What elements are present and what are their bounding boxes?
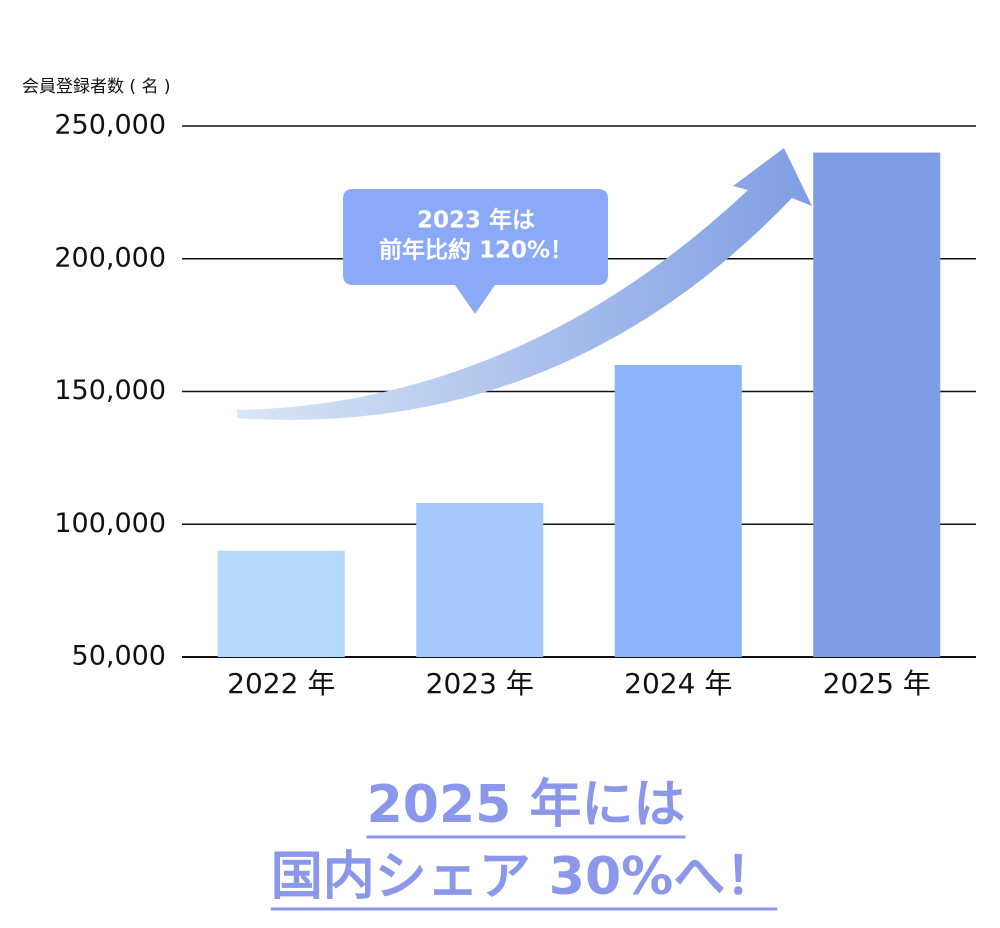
x-tick-label: 2024 年 [624,667,732,700]
callout-text: 2023 年は [417,207,535,234]
y-tick-label: 50,000 [72,641,166,672]
x-tick-label: 2023 年 [426,667,534,700]
bar [217,550,345,657]
headline: 2025 年には [367,775,686,835]
bar [416,503,544,657]
x-tick-label: 2025 年 [823,667,931,700]
y-tick-label: 150,000 [54,375,166,406]
bar [614,364,742,657]
y-tick-label: 100,000 [54,508,166,539]
growth-arrow [237,148,812,420]
y-axis-label: 会員登録者数 ( 名 ) [22,77,170,97]
bar [813,152,941,658]
y-tick-label: 250,000 [54,110,166,141]
y-tick-label: 200,000 [54,242,166,273]
callout-bubble [343,189,608,314]
x-tick-label: 2022 年 [227,667,335,700]
headline: 国内シェア 30%へ！ [271,847,778,907]
callout-text: 前年比約 120%！ [379,237,573,264]
